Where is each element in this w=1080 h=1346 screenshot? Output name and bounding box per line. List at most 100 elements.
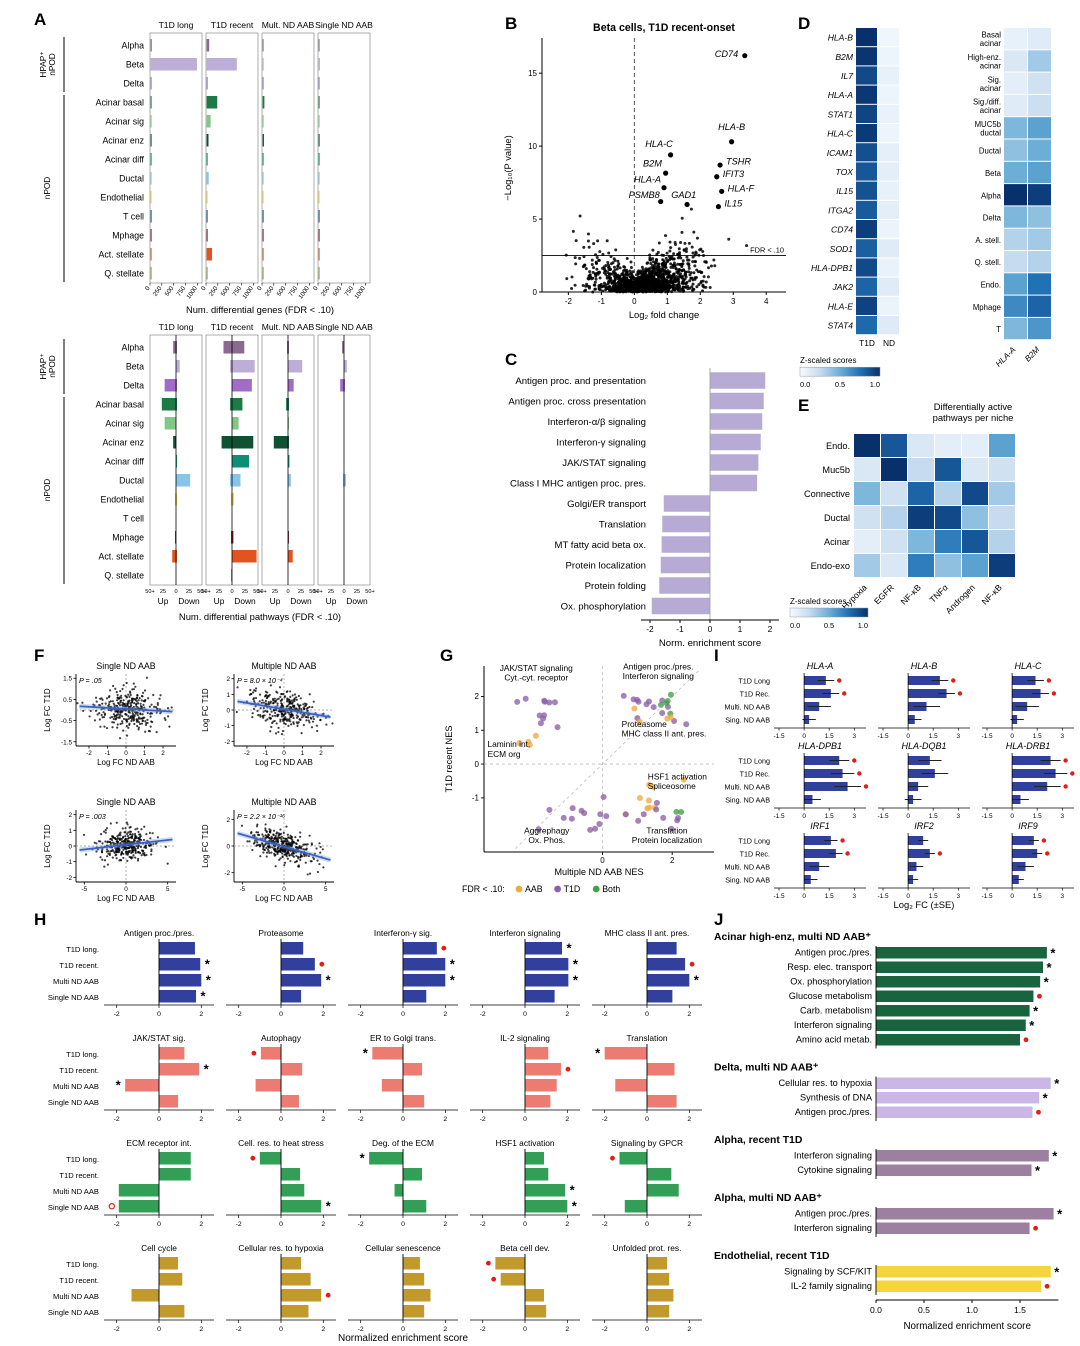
panel-i-letter: I bbox=[714, 646, 719, 665]
subplot-title: Antigen proc./pres. bbox=[124, 928, 194, 938]
svg-text:0: 0 bbox=[906, 813, 910, 820]
svg-text:2: 2 bbox=[161, 750, 165, 757]
group-label-npod: nPOD bbox=[42, 177, 52, 200]
panel-e-title: pathways per niche bbox=[933, 412, 1014, 423]
panel-e-letter: E bbox=[798, 396, 810, 415]
panel-h-letter: H bbox=[34, 910, 47, 929]
svg-text:-2: -2 bbox=[66, 875, 72, 882]
svg-text:25: 25 bbox=[272, 589, 278, 595]
svg-text:2: 2 bbox=[698, 297, 703, 306]
svg-text:-2: -2 bbox=[358, 1116, 364, 1123]
subplot-title: JAK/STAT sig. bbox=[132, 1033, 185, 1043]
svg-text:Sig./diff.: Sig./diff. bbox=[973, 98, 1001, 107]
svg-text:3: 3 bbox=[1061, 813, 1065, 820]
svg-text:2: 2 bbox=[199, 1116, 203, 1123]
svg-text:*: * bbox=[326, 973, 332, 988]
svg-text:3: 3 bbox=[853, 893, 857, 900]
svg-text:Both: Both bbox=[602, 884, 620, 894]
svg-text:1.5: 1.5 bbox=[929, 813, 938, 820]
svg-text:-1: -1 bbox=[472, 794, 480, 803]
svg-text:-5: -5 bbox=[239, 886, 245, 893]
svg-text:Single ND AAB: Single ND AAB bbox=[48, 993, 99, 1002]
svg-text:-1: -1 bbox=[676, 624, 684, 634]
svg-text:T1D: T1D bbox=[564, 884, 581, 894]
svg-text:0.0: 0.0 bbox=[790, 621, 800, 630]
svg-text:-2: -2 bbox=[114, 1011, 120, 1018]
svg-text:-2: -2 bbox=[236, 1221, 242, 1228]
svg-text:0: 0 bbox=[523, 1011, 527, 1018]
svg-text:-2: -2 bbox=[602, 1116, 608, 1123]
svg-text:*: * bbox=[326, 1199, 332, 1214]
cluster-annotation: Spliceosome bbox=[648, 781, 696, 791]
subplot-title: Proteasome bbox=[258, 928, 303, 938]
svg-text:Ox. phosphorylation: Ox. phosphorylation bbox=[561, 602, 646, 613]
svg-text:0: 0 bbox=[523, 1116, 527, 1123]
svg-text:Antigen proc. cross presentati: Antigen proc. cross presentation bbox=[508, 397, 646, 408]
svg-text:1.5: 1.5 bbox=[825, 893, 834, 900]
svg-text:T1D recent.: T1D recent. bbox=[59, 1066, 99, 1075]
svg-text:2: 2 bbox=[443, 1221, 447, 1228]
svg-text:TOX: TOX bbox=[835, 167, 853, 177]
cluster-annotation: Aggrephagy bbox=[524, 825, 570, 835]
svg-text:0.5: 0.5 bbox=[835, 380, 845, 389]
panel-c-enrichment-bars: Antigen proc. and presentation Antigen pr… bbox=[508, 368, 779, 649]
svg-text:250: 250 bbox=[320, 285, 332, 298]
svg-text:*: * bbox=[694, 973, 700, 988]
svg-text:Q. stellate: Q. stellate bbox=[104, 571, 144, 581]
facet-title: T1D recent bbox=[211, 20, 254, 30]
svg-text:Delta: Delta bbox=[123, 79, 144, 89]
svg-text:*: * bbox=[1033, 1003, 1039, 1018]
svg-text:0: 0 bbox=[312, 285, 320, 292]
subplot-title: HLA-B bbox=[911, 661, 938, 671]
svg-text:0: 0 bbox=[279, 1326, 283, 1333]
panel-a-letter: A bbox=[34, 10, 47, 29]
svg-text:0: 0 bbox=[401, 1326, 405, 1333]
svg-text:500: 500 bbox=[276, 285, 288, 298]
svg-text:0: 0 bbox=[157, 1116, 161, 1123]
svg-text:*: * bbox=[204, 1062, 210, 1077]
svg-text:500: 500 bbox=[164, 285, 176, 298]
panel-d-heatmaps: HLA-B B2M IL7 HLA-A STAT1 HLA-C ICAM1 TOX IL15 IT… bbox=[799, 28, 1051, 389]
svg-text:*: * bbox=[573, 957, 579, 972]
svg-text:2: 2 bbox=[319, 750, 323, 757]
svg-text:ND: ND bbox=[883, 338, 895, 348]
svg-text:0.5: 0.5 bbox=[63, 697, 72, 704]
svg-text:Alpha: Alpha bbox=[122, 41, 145, 51]
panel-d-letter: D bbox=[798, 14, 811, 33]
svg-text:Endothelial: Endothelial bbox=[100, 495, 144, 505]
cluster-annotation: JAK/STAT signaling bbox=[500, 663, 573, 673]
svg-text:A. stell.: A. stell. bbox=[975, 236, 1001, 245]
svg-text:Acinar basal: Acinar basal bbox=[96, 98, 144, 108]
subplot-title: Beta cell dev. bbox=[500, 1243, 550, 1253]
svg-text:1.5: 1.5 bbox=[929, 893, 938, 900]
svg-text:Connective: Connective bbox=[804, 489, 850, 499]
svg-text:2: 2 bbox=[321, 1011, 325, 1018]
svg-text:ITGA2: ITGA2 bbox=[828, 205, 853, 215]
svg-text:50+: 50+ bbox=[197, 589, 207, 595]
svg-text:JAK/STAT signaling: JAK/STAT signaling bbox=[562, 458, 646, 469]
svg-text:-2: -2 bbox=[602, 1326, 608, 1333]
svg-text:2: 2 bbox=[687, 1221, 691, 1228]
panel-a-genes-chart: Alpha Beta Delta Acinar basal Acinar sig Acin… bbox=[38, 20, 373, 315]
svg-text:0: 0 bbox=[645, 1326, 649, 1333]
cluster-annotation: MHC class II ant. pres. bbox=[622, 728, 707, 738]
svg-text:2: 2 bbox=[687, 1011, 691, 1018]
cluster-annotation: Interferon signaling bbox=[623, 671, 695, 681]
svg-text:2: 2 bbox=[443, 1116, 447, 1123]
svg-text:25: 25 bbox=[298, 589, 304, 595]
svg-text:AAB: AAB bbox=[525, 884, 543, 894]
svg-text:-1: -1 bbox=[224, 723, 230, 730]
cluster-annotation: ECM org bbox=[487, 749, 520, 759]
svg-text:-2: -2 bbox=[114, 1326, 120, 1333]
svg-text:1: 1 bbox=[475, 726, 480, 735]
svg-text:-2: -2 bbox=[480, 1011, 486, 1018]
svg-text:acinar: acinar bbox=[980, 106, 1002, 115]
svg-text:nPOD: nPOD bbox=[47, 355, 57, 378]
p-value-label: P = 2.2 × 10⁻¹⁶ bbox=[237, 812, 285, 821]
p-value-label: P = .05 bbox=[79, 676, 103, 685]
svg-text:Acinar: Acinar bbox=[824, 537, 850, 547]
svg-text:-1.5: -1.5 bbox=[982, 733, 993, 740]
